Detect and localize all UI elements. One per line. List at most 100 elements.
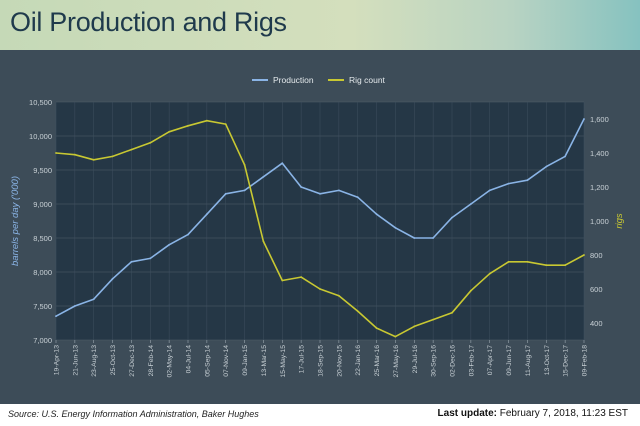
y-tick-label: 10,000 <box>29 132 52 141</box>
data-point-production <box>281 162 284 165</box>
x-tick-label: 29-Jul-16 <box>412 345 419 374</box>
data-point-rig-count <box>356 310 359 312</box>
data-point-rig-count <box>73 153 76 156</box>
x-tick-label: 09-Jun-17 <box>506 345 513 376</box>
data-point-rig-count <box>526 260 529 263</box>
data-point-rig-count <box>394 335 397 338</box>
x-tick-label: 07-Apr-17 <box>487 345 494 375</box>
x-tick-label: 27-Dec-13 <box>129 345 136 377</box>
data-point-rig-count <box>451 311 453 314</box>
data-point-production <box>526 179 529 182</box>
data-point-rig-count <box>187 124 189 127</box>
x-tick-label: 28-Feb-14 <box>148 345 155 377</box>
x-tick-label: 05-Sep-14 <box>204 345 211 377</box>
last-update-value: February 7, 2018, 11:23 EST <box>499 408 628 419</box>
data-point-rig-count <box>168 130 171 133</box>
data-point-rig-count <box>337 294 340 297</box>
data-point-production <box>564 155 567 158</box>
last-update-label: Last update: <box>437 408 497 419</box>
last-update: Last update: February 7, 2018, 11:23 EST <box>438 408 628 419</box>
x-tick-label: 11-Aug-17 <box>525 345 532 376</box>
page-title: Oil Production and Rigs <box>10 7 287 37</box>
x-tick-label: 13-Mar-15 <box>261 345 268 377</box>
data-point-rig-count <box>564 264 567 267</box>
chart-panel: 7,000 7,500 8,000 8,500 9,000 9,500 10,000 10,5… <box>0 50 640 404</box>
legend-label: Production <box>273 75 314 85</box>
x-tick-label: 02-Dec-16 <box>450 345 457 377</box>
data-point-production <box>130 260 133 263</box>
x-tick-label: 04-Jul-14 <box>186 345 193 374</box>
x-tick-label: 20-Nov-15 <box>336 345 343 377</box>
data-point-rig-count <box>243 164 246 166</box>
x-tick-label: 07-Nov-14 <box>223 345 230 377</box>
data-point-rig-count <box>205 119 208 122</box>
y2-tick-label: 600 <box>590 285 603 294</box>
data-point-production <box>55 315 57 318</box>
x-tick-label: 15-Dec-17 <box>563 345 570 377</box>
y-tick-label: 8,500 <box>33 234 52 243</box>
data-point-production <box>187 233 189 236</box>
data-point-rig-count <box>149 141 152 144</box>
data-point-production <box>319 192 321 195</box>
data-point-rig-count <box>375 327 378 329</box>
footer: Source: U.S. Energy Information Administ… <box>0 404 640 426</box>
data-point-rig-count <box>413 325 416 328</box>
data-point-production <box>149 257 152 260</box>
x-tick-label: 25-Mar-16 <box>374 345 381 377</box>
x-tick-label: 21-Jun-13 <box>72 345 79 376</box>
y2-tick-label: 1,400 <box>590 149 609 158</box>
x-tick-label: 19-Apr-13 <box>54 345 61 375</box>
y2-tick-label: 400 <box>590 319 603 328</box>
x-tick-label: 17-Jul-15 <box>299 345 306 374</box>
data-point-production <box>413 237 416 239</box>
data-point-rig-count <box>545 264 548 267</box>
x-tick-label: 03-Feb-17 <box>468 345 475 377</box>
y-tick-label: 7,500 <box>33 302 52 311</box>
data-point-rig-count <box>262 240 265 243</box>
x-tick-label: 13-Oct-17 <box>544 345 551 375</box>
data-point-rig-count <box>130 148 133 151</box>
data-point-rig-count <box>300 276 303 278</box>
data-point-production <box>111 277 114 280</box>
data-point-production <box>73 305 76 307</box>
data-point-production <box>545 165 548 168</box>
data-point-production <box>262 175 265 178</box>
data-point-rig-count <box>319 288 321 290</box>
legend-label: Rig count <box>349 75 386 85</box>
data-point-production <box>432 237 435 239</box>
x-tick-label: 27-May-16 <box>393 345 400 378</box>
data-point-rig-count <box>488 272 491 275</box>
y2-axis-title: rigs <box>614 213 625 229</box>
data-point-production <box>243 189 246 192</box>
x-tick-label: 22-Jan-16 <box>355 345 362 376</box>
x-tick-label: 09-Feb-18 <box>582 345 589 377</box>
data-point-production <box>375 213 378 216</box>
data-point-production <box>356 196 359 199</box>
y-tick-label: 9,500 <box>33 166 52 175</box>
y2-tick-label: 1,000 <box>590 217 609 226</box>
x-tick-label: 02-May-14 <box>167 345 174 378</box>
data-point-production <box>451 216 453 219</box>
data-point-production <box>469 203 472 205</box>
data-point-production <box>300 186 303 188</box>
chart-svg: 7,000 7,500 8,000 8,500 9,000 9,500 10,000 10,5… <box>10 75 625 378</box>
x-tick-label: 23-Aug-13 <box>91 345 98 377</box>
data-point-production <box>224 192 227 195</box>
data-point-rig-count <box>92 158 95 161</box>
y2-tick-label: 1,200 <box>590 183 609 192</box>
source-note: Source: U.S. Energy Information Administ… <box>8 409 259 419</box>
data-point-production <box>337 189 340 192</box>
data-point-production <box>507 182 510 185</box>
data-point-rig-count <box>55 152 57 154</box>
data-point-rig-count <box>583 254 585 256</box>
data-point-production <box>488 189 491 192</box>
y-axis-title: barrels per day ('000) <box>10 176 21 266</box>
data-point-production <box>394 226 397 229</box>
data-point-production <box>583 118 585 120</box>
x-tick-label: 30-Sep-16 <box>431 345 438 377</box>
y2-tick-label: 1,600 <box>590 115 609 124</box>
data-point-production <box>205 213 208 216</box>
data-point-rig-count <box>224 123 227 125</box>
data-point-production <box>92 298 95 301</box>
